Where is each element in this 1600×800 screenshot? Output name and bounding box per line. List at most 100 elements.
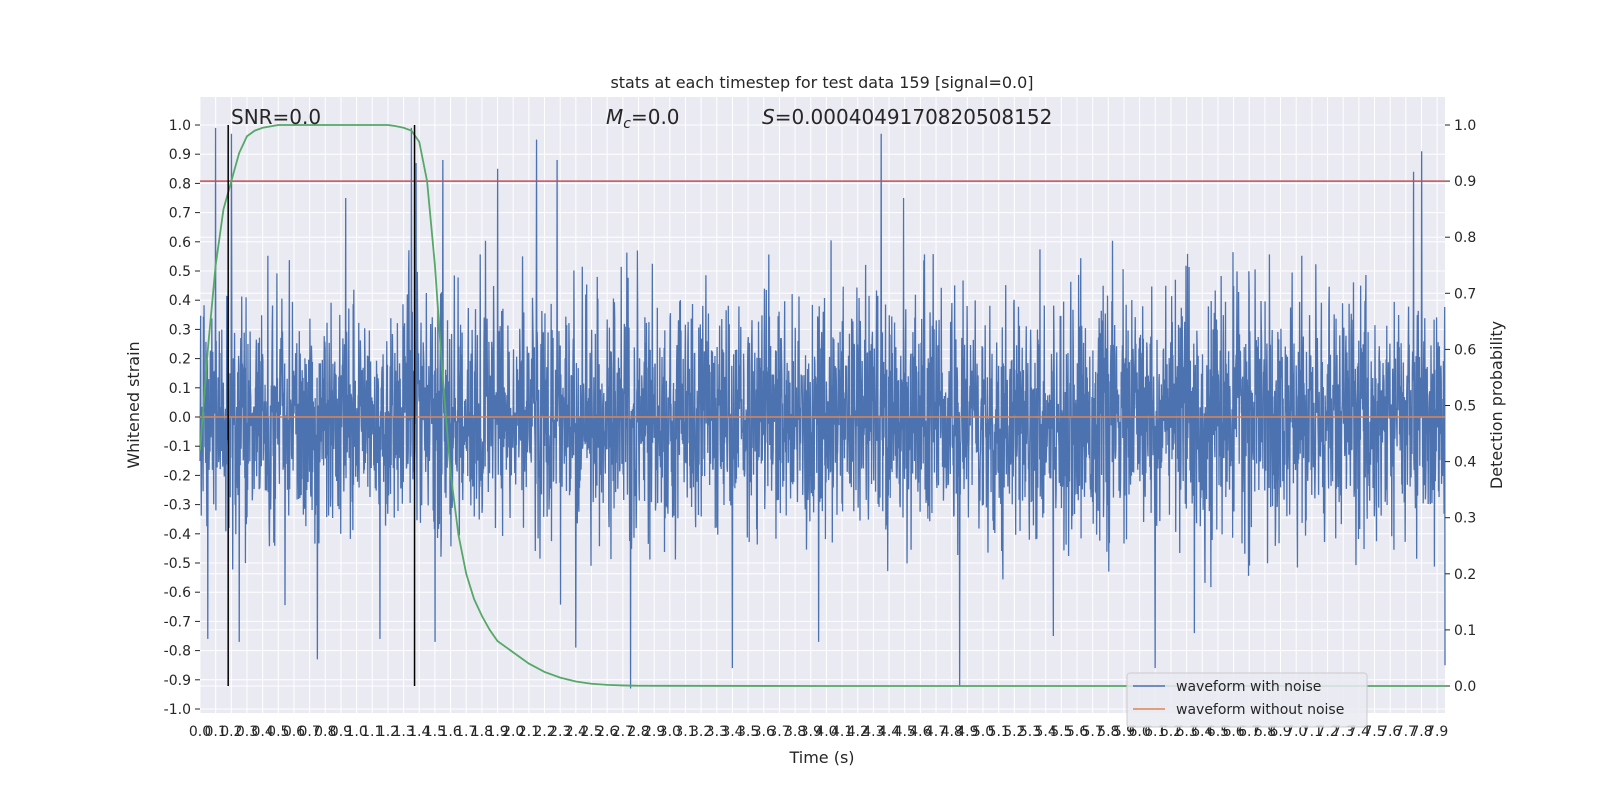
x-tick-label: 7.2 <box>1316 724 1338 740</box>
legend: waveform with noise waveform without noi… <box>1126 672 1368 728</box>
x-tick-label: 7.1 <box>1301 724 1323 740</box>
x-tick-label: 0.3 <box>236 724 258 740</box>
x-tick-label: 5.2 <box>1003 724 1025 740</box>
y-tick-label: -0.8 <box>164 644 191 660</box>
x-tick-label: 2.1 <box>518 724 540 740</box>
mc-subscript: c <box>623 116 631 132</box>
y-right-tick-label: 0.5 <box>1454 399 1476 415</box>
x-tick-label: 5.6 <box>1066 724 1088 740</box>
x-tick-label: 1.6 <box>439 724 461 740</box>
y-tick-label: 0.5 <box>169 264 191 280</box>
y-ticks-right: 0.0 0.1 0.2 0.3 0.4 0.5 0.6 0.7 0.8 0.9 1.0 <box>1445 118 1476 695</box>
x-tick-label: 0.2 <box>220 724 242 740</box>
x-tick-label: 1.7 <box>455 724 477 740</box>
x-tick-label: 3.4 <box>721 724 743 740</box>
x-tick-label: 7.6 <box>1379 724 1401 740</box>
x-tick-label: 5.8 <box>1097 724 1119 740</box>
x-tick-label: 4.9 <box>956 724 978 740</box>
y-tick-label: 0.2 <box>169 352 191 368</box>
chart-title: stats at each timestep for test data 159… <box>610 73 1033 92</box>
x-tick-label: 3.9 <box>800 724 822 740</box>
x-tick-label: 4.5 <box>894 724 916 740</box>
x-tick-label: 5.0 <box>972 724 994 740</box>
x-tick-label: 6.3 <box>1175 724 1197 740</box>
x-tick-label: 3.2 <box>690 724 712 740</box>
x-tick-label: 5.7 <box>1082 724 1104 740</box>
x-tick-label: 1.8 <box>471 724 493 740</box>
x-tick-label: 3.0 <box>659 724 681 740</box>
x-tick-label: 4.0 <box>815 724 837 740</box>
y-right-tick-label: 0.8 <box>1454 230 1476 246</box>
x-tick-label: 3.8 <box>784 724 806 740</box>
x-tick-label: 2.0 <box>502 724 524 740</box>
series-detection-probability <box>199 124 1445 687</box>
x-tick-label: 0.0 <box>189 724 211 740</box>
y-tick-label: -0.2 <box>164 468 191 484</box>
x-tick-label: 2.4 <box>565 724 587 740</box>
x-tick-label: 7.5 <box>1363 724 1385 740</box>
x-tick-label: 3.5 <box>737 724 759 740</box>
x-tick-label: 7.0 <box>1285 724 1307 740</box>
x-tick-label: 0.1 <box>205 724 227 740</box>
y-tick-label: 0.6 <box>169 235 191 251</box>
y-tick-label: -0.9 <box>164 673 191 689</box>
x-tick-label: 4.1 <box>831 724 853 740</box>
y-tick-label: 0.3 <box>169 322 191 338</box>
x-tick-label: 6.6 <box>1222 724 1244 740</box>
x-tick-label: 7.7 <box>1395 724 1417 740</box>
y-tick-label: 0.1 <box>169 381 191 397</box>
x-tick-label: 5.3 <box>1019 724 1041 740</box>
x-tick-label: 2.2 <box>533 724 555 740</box>
x-tick-label: 0.8 <box>314 724 336 740</box>
x-tick-label: 4.2 <box>847 724 869 740</box>
y-tick-label: -0.3 <box>164 498 191 514</box>
s-value: =0.0004049170820508152 <box>775 105 1053 129</box>
x-tick-label: 4.8 <box>941 724 963 740</box>
x-tick-label: 1.1 <box>361 724 383 740</box>
x-tick-label: 3.1 <box>674 724 696 740</box>
y-tick-label: 0.7 <box>169 206 191 222</box>
x-tick-label: 3.3 <box>706 724 728 740</box>
y-ticks-left: -1.0 -0.9 -0.8 -0.7 -0.6 -0.5 -0.4 -0.3 -0.2 -0.1… <box>164 118 200 718</box>
x-tick-label: 5.9 <box>1113 724 1135 740</box>
x-tick-label: 3.6 <box>753 724 775 740</box>
mc-value: =0.0 <box>631 105 680 129</box>
x-tick-label: 6.0 <box>1128 724 1150 740</box>
x-ticks: 0.00.10.20.30.40.50.60.70.80.91.01.11.21… <box>189 724 1448 740</box>
y-right-tick-label: 0.0 <box>1454 679 1476 695</box>
mc-annotation: Mc=0.0 <box>606 105 680 132</box>
y-tick-label: 0.9 <box>169 147 191 163</box>
x-tick-label: 2.7 <box>612 724 634 740</box>
x-tick-label: 0.9 <box>330 724 352 740</box>
x-axis-label: Time (s) <box>788 748 854 767</box>
x-tick-label: 5.1 <box>988 724 1010 740</box>
x-tick-label: 6.4 <box>1191 724 1213 740</box>
x-tick-label: 5.5 <box>1050 724 1072 740</box>
y-tick-label: -0.4 <box>164 527 191 543</box>
legend-label-noise: waveform with noise <box>1176 679 1321 695</box>
y-right-tick-label: 0.2 <box>1454 567 1476 583</box>
snr-annotation: SNR=0.0 <box>231 105 321 129</box>
x-tick-label: 2.8 <box>627 724 649 740</box>
x-tick-label: 0.4 <box>252 724 274 740</box>
plot-area <box>199 124 1446 689</box>
y-right-tick-label: 0.6 <box>1454 342 1476 358</box>
x-tick-label: 1.2 <box>377 724 399 740</box>
x-tick-label: 6.2 <box>1160 724 1182 740</box>
y-axis-label: Whitened strain <box>124 341 143 468</box>
y-tick-label: -1.0 <box>164 702 191 718</box>
y-tick-label: -0.1 <box>164 439 191 455</box>
x-tick-label: 4.3 <box>862 724 884 740</box>
series-waveform-with-noise <box>199 127 1446 689</box>
x-tick-label: 7.3 <box>1332 724 1354 740</box>
x-tick-label: 2.9 <box>643 724 665 740</box>
legend-box <box>1126 672 1368 728</box>
x-tick-label: 4.7 <box>925 724 947 740</box>
y-axis-label-right: Detection probability <box>1487 321 1506 489</box>
y-right-tick-label: 0.7 <box>1454 286 1476 302</box>
x-tick-label: 1.4 <box>408 724 430 740</box>
x-tick-label: 1.3 <box>392 724 414 740</box>
x-tick-label: 0.5 <box>267 724 289 740</box>
